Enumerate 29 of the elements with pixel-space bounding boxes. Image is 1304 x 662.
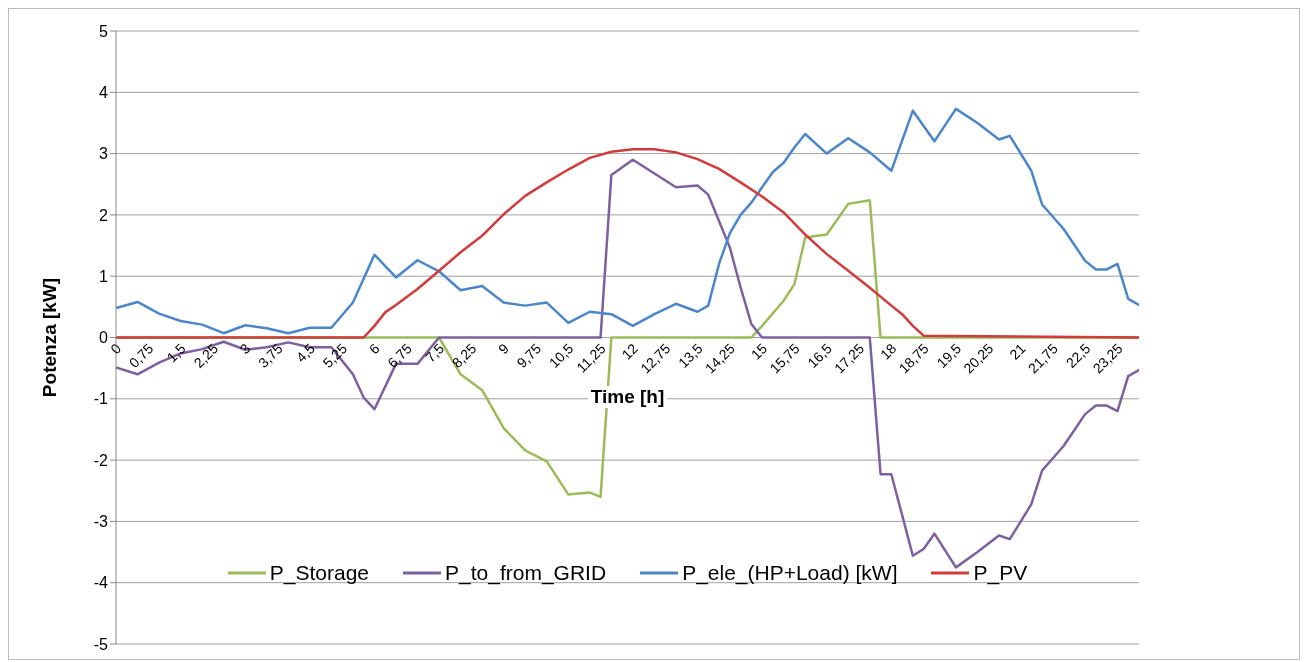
x-tick-label: 12: [618, 340, 642, 363]
x-tick-label: 7,5: [422, 340, 448, 366]
x-tick-label: 3: [236, 340, 254, 358]
x-tick-label: 18: [877, 340, 900, 363]
y-tick-label: -5: [93, 635, 109, 653]
legend-label: P_ele_(HP+Load) [kW]: [682, 560, 898, 585]
x-tick-label: 21: [1006, 340, 1029, 363]
x-tick-label: 15: [747, 340, 771, 363]
y-tick-label: 4: [99, 83, 109, 101]
y-tick-label: -4: [93, 574, 109, 592]
y-tick-label: 1: [99, 267, 109, 285]
x-tick-label: 4,5: [292, 340, 319, 366]
y-tick-label: -1: [93, 390, 109, 408]
legend-label: P_to_from_GRID: [445, 560, 607, 585]
y-tick-label: 3: [99, 145, 109, 163]
y-tick-label: 2: [99, 206, 109, 224]
legend-label: P_Storage: [269, 560, 370, 585]
y-axis-title: Potenza [kW]: [38, 277, 60, 398]
x-axis-title: Time [h]: [587, 385, 668, 408]
x-tick-label: 9: [494, 340, 512, 358]
y-tick-label: -3: [93, 513, 109, 531]
line-series: [116, 148, 1139, 339]
legend-label: P_PV: [973, 560, 1028, 585]
y-tick-label: 0: [99, 329, 109, 347]
x-tick-label: 6: [365, 340, 383, 358]
x-tick-label: 1,5: [163, 340, 189, 366]
y-tick-label: -2: [93, 451, 109, 469]
line-series: [116, 107, 1139, 335]
y-tick-label: 5: [99, 22, 109, 40]
